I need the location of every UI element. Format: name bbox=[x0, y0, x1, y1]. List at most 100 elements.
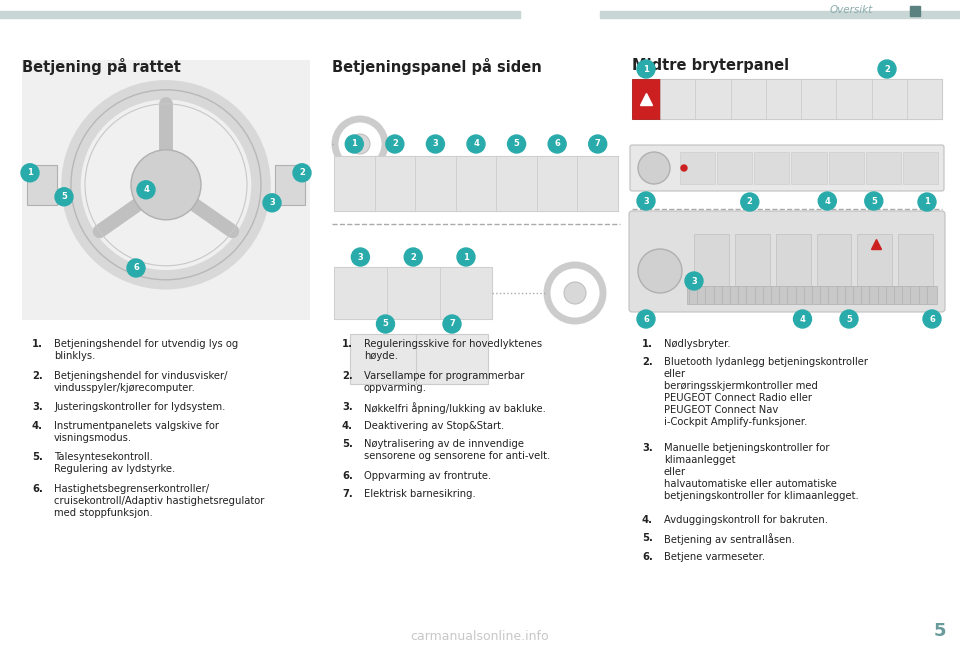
Text: 4: 4 bbox=[800, 315, 805, 323]
Circle shape bbox=[638, 152, 670, 184]
Circle shape bbox=[923, 310, 941, 328]
Bar bbox=[334, 267, 387, 319]
Text: 5: 5 bbox=[846, 315, 852, 323]
Circle shape bbox=[685, 272, 703, 290]
Bar bbox=[27, 165, 57, 205]
Text: Talesyntesekontroll.
Regulering av lydstyrke.: Talesyntesekontroll. Regulering av lydst… bbox=[54, 452, 176, 474]
Circle shape bbox=[637, 310, 655, 328]
Text: 2: 2 bbox=[300, 168, 305, 177]
Text: 1.: 1. bbox=[32, 339, 43, 349]
Text: 5: 5 bbox=[934, 622, 947, 640]
Circle shape bbox=[637, 60, 655, 78]
Text: 2: 2 bbox=[747, 197, 753, 206]
Text: Bluetooth lydanlegg betjeningskontroller
eller
berøringsskjermkontroller med
PEU: Bluetooth lydanlegg betjeningskontroller… bbox=[664, 357, 868, 427]
Bar bbox=[755, 152, 789, 184]
Circle shape bbox=[564, 282, 586, 304]
Text: Elektrisk barnesikring.: Elektrisk barnesikring. bbox=[364, 489, 476, 499]
Circle shape bbox=[840, 310, 858, 328]
Text: Nødlysbryter.: Nødlysbryter. bbox=[664, 339, 731, 349]
Text: 3: 3 bbox=[357, 252, 363, 262]
Text: 4: 4 bbox=[143, 186, 149, 194]
Text: 2.: 2. bbox=[642, 357, 653, 367]
Text: 4.: 4. bbox=[642, 515, 653, 525]
Text: Nøkkelfri åpning/lukking av bakluke.: Nøkkelfri åpning/lukking av bakluke. bbox=[364, 402, 546, 414]
Text: Deaktivering av Stop&Start.: Deaktivering av Stop&Start. bbox=[364, 421, 504, 431]
Text: 6.: 6. bbox=[32, 484, 43, 494]
Text: Avduggingskontroll for bakruten.: Avduggingskontroll for bakruten. bbox=[664, 515, 828, 525]
Text: 3: 3 bbox=[691, 276, 697, 286]
Text: Midtre bryterpanel: Midtre bryterpanel bbox=[632, 58, 789, 73]
Circle shape bbox=[818, 192, 836, 210]
Text: 3.: 3. bbox=[642, 443, 653, 453]
Bar bbox=[632, 79, 660, 119]
Text: Betjeningshendel for vindusvisker/
vindusspyler/kjørecomputer.: Betjeningshendel for vindusvisker/ vindu… bbox=[54, 371, 228, 393]
Text: 3: 3 bbox=[269, 199, 275, 207]
Bar bbox=[872, 79, 907, 119]
Bar bbox=[902, 152, 938, 184]
Circle shape bbox=[137, 181, 155, 199]
Text: 5.: 5. bbox=[32, 452, 43, 462]
Text: 3.: 3. bbox=[32, 402, 43, 413]
Circle shape bbox=[794, 310, 811, 328]
Circle shape bbox=[878, 60, 896, 78]
Bar bbox=[866, 152, 900, 184]
Text: Hastighetsbegrenserkontroller/
cruisekontroll/Adaptiv hastighetsregulator
med st: Hastighetsbegrenserkontroller/ cruisekon… bbox=[54, 484, 264, 518]
Circle shape bbox=[637, 192, 655, 210]
Bar bbox=[910, 6, 920, 16]
Text: 7.: 7. bbox=[342, 489, 352, 499]
Text: Oversikt: Oversikt bbox=[830, 5, 874, 15]
Bar bbox=[695, 79, 731, 119]
Text: 7: 7 bbox=[595, 140, 601, 149]
Text: Betjeningspanel på siden: Betjeningspanel på siden bbox=[332, 58, 541, 75]
Bar bbox=[334, 156, 618, 211]
Text: 1: 1 bbox=[27, 168, 33, 177]
Bar bbox=[660, 79, 695, 119]
Text: 1.: 1. bbox=[342, 339, 353, 349]
Text: 1: 1 bbox=[351, 140, 357, 149]
Circle shape bbox=[443, 315, 461, 333]
Circle shape bbox=[638, 249, 682, 293]
Text: 1: 1 bbox=[924, 197, 930, 206]
Text: Reguleringsskive for hovedlyktenes
høyde.: Reguleringsskive for hovedlyktenes høyde… bbox=[364, 339, 542, 361]
Text: 5: 5 bbox=[514, 140, 519, 149]
Text: 3.: 3. bbox=[342, 402, 352, 413]
Text: 4.: 4. bbox=[342, 421, 353, 431]
Circle shape bbox=[131, 150, 201, 220]
Bar bbox=[334, 156, 374, 211]
Circle shape bbox=[293, 164, 311, 182]
FancyBboxPatch shape bbox=[629, 211, 945, 312]
Text: 6: 6 bbox=[643, 315, 649, 323]
Bar bbox=[537, 156, 577, 211]
Text: 6.: 6. bbox=[342, 471, 353, 481]
Circle shape bbox=[55, 188, 73, 206]
Text: Manuelle betjeningskontroller for
klimaanlegget
eller
halvautomatiske eller auto: Manuelle betjeningskontroller for klimaa… bbox=[664, 443, 859, 501]
Circle shape bbox=[376, 315, 395, 333]
Text: Betjeningshendel for utvendig lys og
blinklys.: Betjeningshendel for utvendig lys og bli… bbox=[54, 339, 238, 361]
Circle shape bbox=[127, 259, 145, 277]
Text: 6: 6 bbox=[133, 263, 139, 273]
Text: Oppvarming av frontrute.: Oppvarming av frontrute. bbox=[364, 471, 492, 481]
Bar bbox=[22, 60, 310, 320]
Circle shape bbox=[588, 135, 607, 153]
Bar bbox=[496, 156, 537, 211]
Circle shape bbox=[681, 165, 687, 171]
FancyBboxPatch shape bbox=[630, 145, 944, 191]
Bar bbox=[836, 79, 872, 119]
Text: 1.: 1. bbox=[642, 339, 653, 349]
Bar bbox=[899, 234, 933, 299]
Bar bbox=[387, 267, 440, 319]
Bar bbox=[600, 11, 960, 18]
Text: 6.: 6. bbox=[642, 552, 653, 561]
Text: Justeringskontroller for lydsystem.: Justeringskontroller for lydsystem. bbox=[54, 402, 226, 413]
Bar bbox=[275, 165, 305, 205]
Text: 1: 1 bbox=[463, 252, 468, 262]
Bar bbox=[334, 267, 492, 319]
Text: 5: 5 bbox=[61, 192, 67, 201]
Text: 3: 3 bbox=[433, 140, 439, 149]
Circle shape bbox=[918, 193, 936, 211]
Bar bbox=[680, 152, 715, 184]
Bar bbox=[801, 79, 836, 119]
Circle shape bbox=[508, 135, 525, 153]
Circle shape bbox=[457, 248, 475, 266]
Circle shape bbox=[386, 135, 404, 153]
